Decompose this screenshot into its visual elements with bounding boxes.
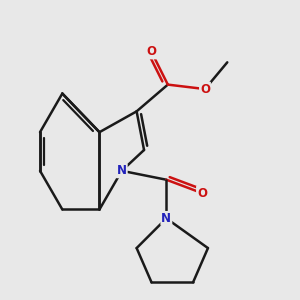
Text: O: O	[197, 187, 207, 200]
Text: O: O	[146, 45, 157, 58]
Text: O: O	[200, 82, 210, 96]
Text: N: N	[161, 212, 171, 225]
Text: N: N	[117, 164, 127, 177]
